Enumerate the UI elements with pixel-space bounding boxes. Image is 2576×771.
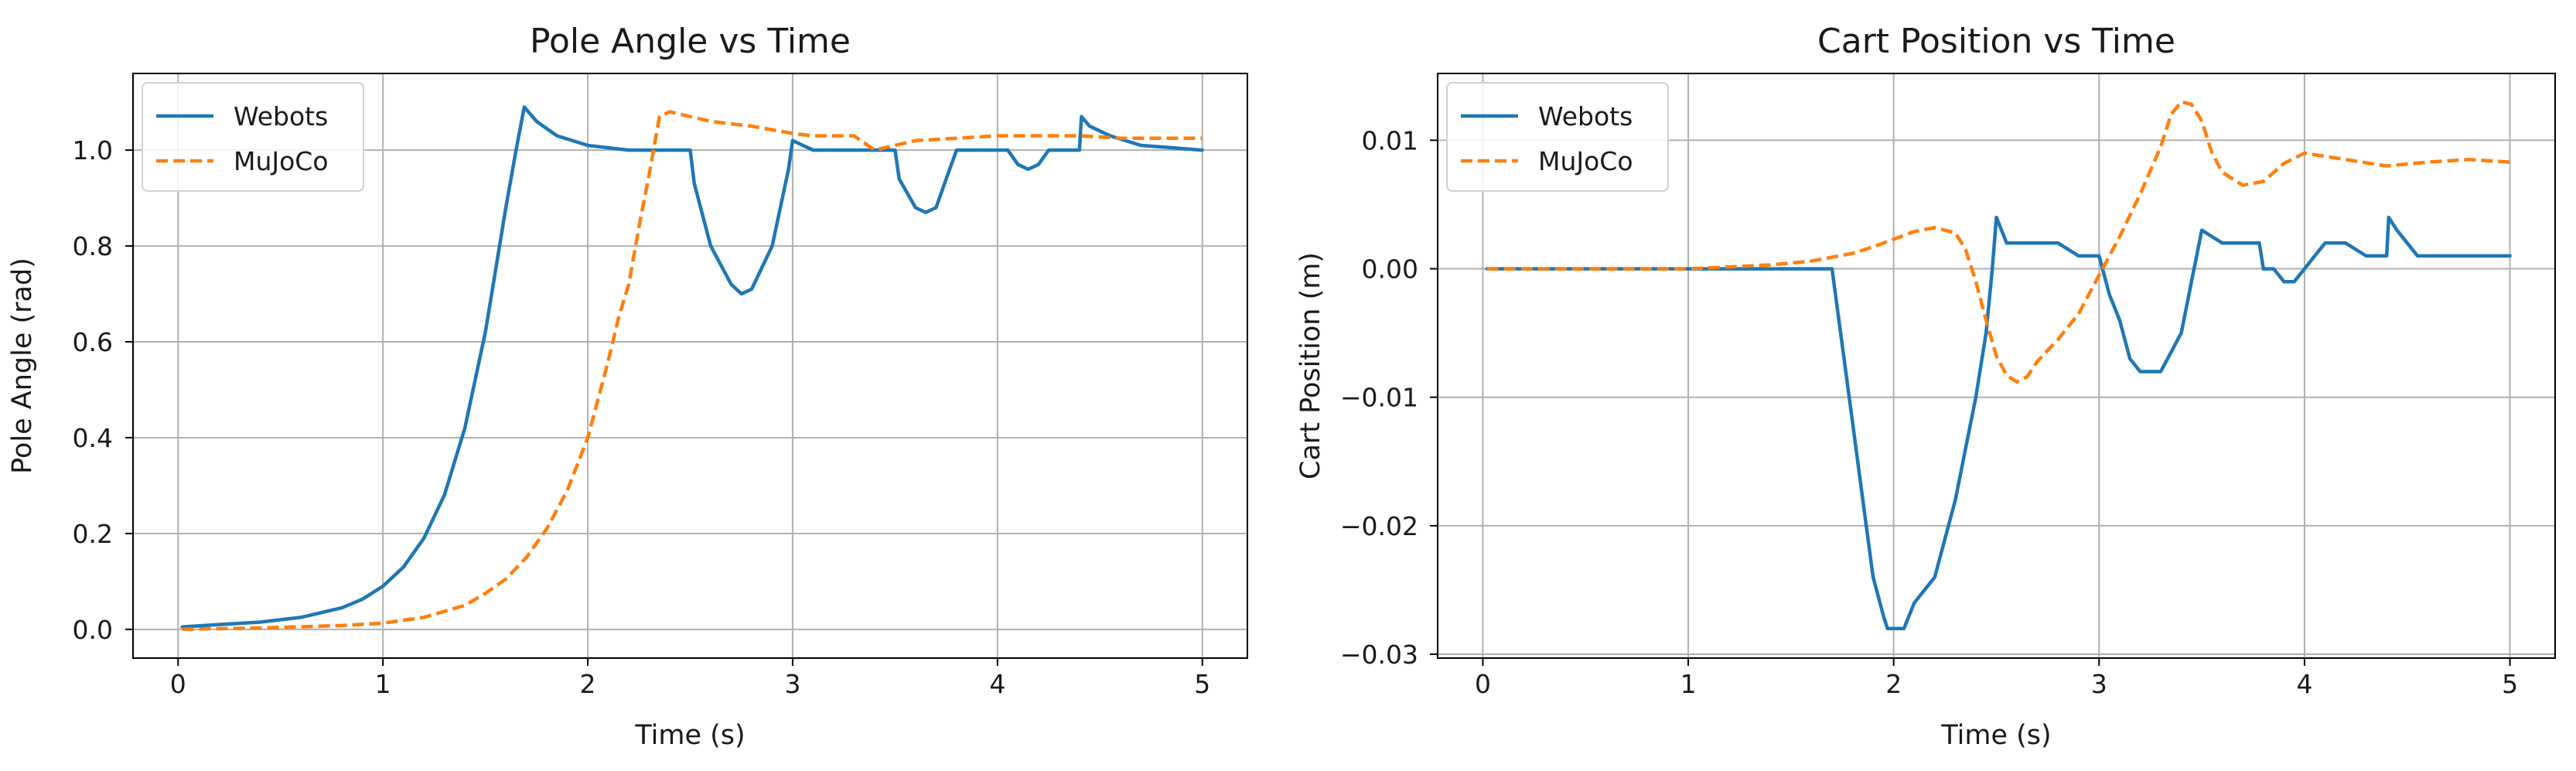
- y-tick-label: −0.01: [1340, 383, 1418, 413]
- pole-angle-ticks: 0 1 2 3 4 5 0.0 0.2 0.4 0.6 0.8 1.0: [73, 135, 1211, 699]
- legend-label: MuJoCo: [1538, 146, 1633, 176]
- series-line-webots: [180, 105, 1204, 629]
- y-tick-label: −0.02: [1340, 511, 1418, 541]
- y-axis-label: Pole Angle (rad): [7, 258, 38, 474]
- cart-position-series: [1485, 100, 2512, 631]
- x-axis-label: Time (s): [1940, 720, 2051, 751]
- legend: Webots MuJoCo: [1446, 82, 1669, 192]
- y-tick-label: 0.8: [73, 231, 113, 261]
- legend-box: [142, 82, 364, 192]
- x-tick-label: 5: [2502, 669, 2518, 699]
- y-tick-label: 0.2: [73, 519, 113, 549]
- x-tick-label: 1: [375, 669, 391, 699]
- y-tick-label: 1.0: [73, 135, 113, 165]
- x-tick-label: 2: [1885, 669, 1902, 699]
- x-tick-label: 0: [170, 669, 186, 699]
- x-tick-label: 4: [2296, 669, 2312, 699]
- x-tick-label: 2: [580, 669, 596, 699]
- series-line-mujoco: [1486, 100, 2510, 384]
- chart-title: Cart Position vs Time: [1817, 22, 2175, 61]
- x-tick-label: 0: [1475, 669, 1491, 699]
- y-tick-label: 0.0: [73, 615, 113, 645]
- legend-box: [1446, 82, 1669, 192]
- y-tick-label: 0.4: [73, 423, 113, 453]
- y-tick-label: 0.00: [1362, 254, 1418, 285]
- pole-angle-axes-frame: [132, 73, 1248, 659]
- x-axis-label: Time (s): [634, 720, 745, 751]
- x-tick-label: 4: [989, 669, 1005, 699]
- cart-position-ticks: 0 1 2 3 4 5 −0.03 −0.02 −0.01 0.00 0.01: [1340, 125, 2518, 699]
- cart-position-chart-svg: 0 1 2 3 4 5 −0.03 −0.02 −0.01 0.00 0.01 Cart Positi…: [1295, 22, 2556, 751]
- chart-title: Pole Angle vs Time: [530, 22, 851, 61]
- series-line-webots: [1485, 215, 2512, 631]
- pole-angle-series: [180, 105, 1204, 632]
- y-tick-label: 0.6: [73, 327, 113, 357]
- series-line-mujoco: [182, 110, 1203, 632]
- legend-label: Webots: [234, 101, 328, 131]
- y-axis-label: Cart Position (m): [1295, 252, 1326, 479]
- legend: Webots MuJoCo: [142, 82, 364, 192]
- cart-position-chart: 0 1 2 3 4 5 −0.03 −0.02 −0.01 0.00 0.01 Cart Positi…: [1288, 0, 2576, 771]
- x-tick-label: 3: [2091, 669, 2107, 699]
- y-tick-label: 0.01: [1362, 125, 1418, 155]
- x-tick-label: 1: [1680, 669, 1697, 699]
- x-tick-label: 3: [784, 669, 800, 699]
- legend-label: MuJoCo: [234, 146, 329, 176]
- pole-angle-chart-svg: 0 1 2 3 4 5 0.0 0.2 0.4 0.6 0.8 1.0 Pole Angle vs Ti…: [7, 22, 1248, 751]
- x-tick-label: 5: [1194, 669, 1210, 699]
- cart-position-axes-frame: [1437, 73, 2556, 659]
- legend-label: Webots: [1538, 101, 1633, 131]
- pole-angle-chart: 0 1 2 3 4 5 0.0 0.2 0.4 0.6 0.8 1.0 Pole Angle vs Ti…: [7, 22, 1248, 751]
- y-tick-label: −0.03: [1340, 640, 1418, 670]
